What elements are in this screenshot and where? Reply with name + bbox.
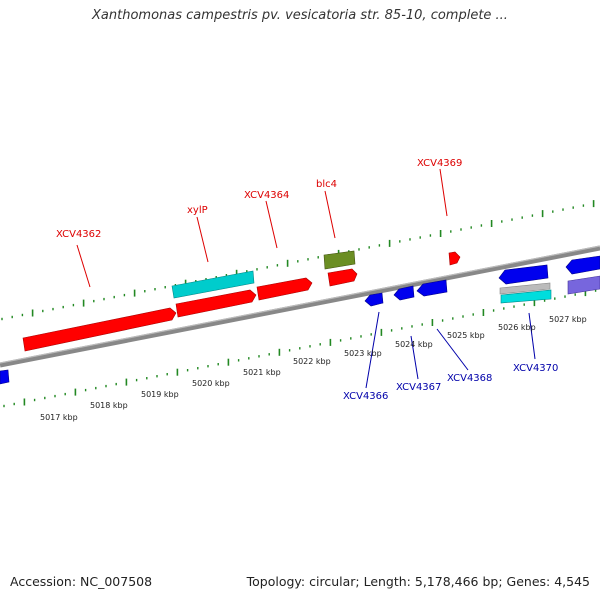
gene-xcv4370-cyan[interactable]	[500, 289, 552, 304]
leader-xcv4364	[265, 200, 278, 249]
leader-blc4	[324, 190, 336, 239]
scale-label-5018: 5018 kbp	[90, 401, 128, 410]
genome-backbone-highlight	[0, 245, 600, 364]
label-xcv4364[interactable]: XCV4364	[244, 190, 289, 201]
scale-label-5025: 5025 kbp	[447, 331, 485, 340]
gene-purple-right-edge[interactable]	[567, 275, 600, 295]
lower-tick-track	[3, 289, 597, 408]
label-blc4[interactable]: blc4	[316, 179, 337, 190]
scale-label-5026: 5026 kbp	[498, 323, 536, 332]
gene-xcv4370-blue[interactable]	[498, 264, 549, 285]
label-xcv4362[interactable]: XCV4362	[56, 229, 101, 240]
gene-xcv4366[interactable]	[364, 292, 384, 307]
label-xcv4370[interactable]: XCV4370	[513, 363, 558, 374]
gene-xcv4370-gray[interactable]	[499, 282, 551, 295]
gene-xylp-cyan[interactable]	[171, 270, 255, 299]
leader-xcv4362	[76, 244, 91, 288]
leader-xylp	[196, 216, 209, 263]
scale-label-5022: 5022 kbp	[293, 357, 331, 366]
gene-xcv4367[interactable]	[393, 285, 415, 301]
gene-reverse-right-edge[interactable]	[565, 255, 600, 275]
gene-blc4[interactable]	[327, 268, 358, 287]
scale-label-5027: 5027 kbp	[549, 315, 587, 324]
leader-xcv4366	[365, 311, 380, 389]
leader-xcv4368	[436, 328, 469, 371]
leader-xcv4370	[528, 312, 536, 360]
label-xcv4368[interactable]: XCV4368	[447, 373, 492, 384]
upper-tick-track	[1, 200, 595, 321]
scale-label-5021: 5021 kbp	[243, 368, 281, 377]
scale-label-5019: 5019 kbp	[141, 390, 179, 399]
scale-label-5023: 5023 kbp	[344, 349, 382, 358]
accession-text: Accession: NC_007508	[10, 574, 153, 589]
scale-label-5024: 5024 kbp	[395, 340, 433, 349]
label-xcv4366[interactable]: XCV4366	[343, 391, 388, 402]
leader-xcv4369	[439, 168, 448, 217]
gene-xylp[interactable]	[175, 289, 257, 318]
gene-xcv4369[interactable]	[448, 251, 461, 266]
label-xylp[interactable]: xylP	[187, 205, 208, 216]
genome-backbone	[0, 245, 600, 368]
label-xcv4369[interactable]: XCV4369	[417, 158, 462, 169]
gene-xcv4364[interactable]	[256, 277, 313, 301]
gene-blc4-olive[interactable]	[323, 250, 356, 270]
leader-xcv4367	[410, 335, 419, 380]
gene-reverse-left-edge[interactable]	[0, 369, 10, 385]
gene-xcv4362[interactable]	[22, 307, 177, 352]
genome-summary-text: Topology: circular; Length: 5,178,466 bp…	[246, 574, 590, 589]
map-title: Xanthomonas campestris pv. vesicatoria s…	[92, 8, 508, 23]
scale-label-5020: 5020 kbp	[192, 379, 230, 388]
label-xcv4367[interactable]: XCV4367	[396, 382, 441, 393]
gene-xcv4368[interactable]	[416, 279, 448, 297]
scale-label-5017: 5017 kbp	[40, 413, 78, 422]
